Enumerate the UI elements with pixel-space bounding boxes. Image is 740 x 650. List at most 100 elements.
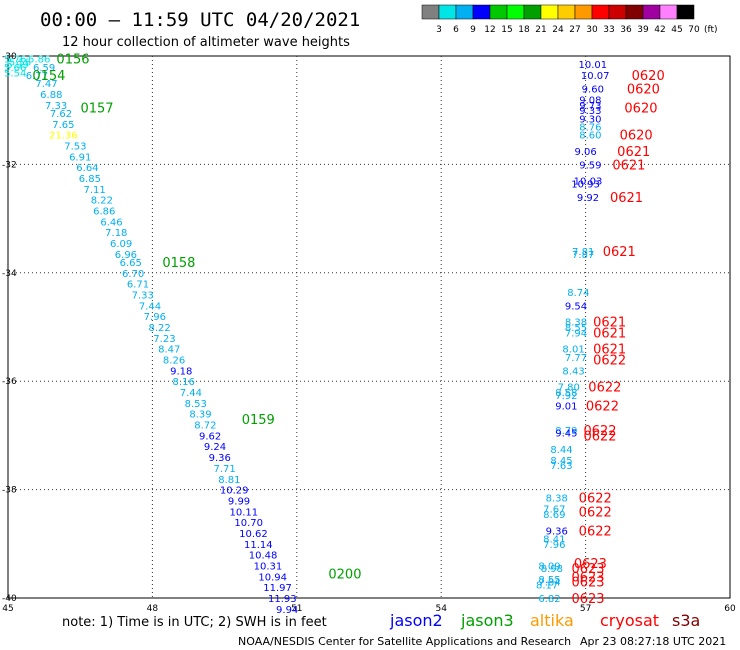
cryosat-point: 8.69 (543, 510, 565, 521)
cryosat-time-label: 0622 (583, 429, 616, 444)
cryosat-time-label: 0622 (583, 424, 616, 439)
cryosat-point: 9.73 (579, 101, 601, 112)
cryosat-time-label: 0621 (610, 191, 643, 206)
cryosat-time-label: 0623 (574, 557, 607, 572)
jason3-point: 10.29 (220, 486, 249, 497)
cryosat-point: 7.80 (558, 383, 580, 394)
satellite-legend-altika: altika (530, 611, 574, 630)
jason3-point: 6.65 (120, 258, 142, 269)
wave-height-points: 5.765.585.995.665.545.866.596.777.476.88… (4, 55, 609, 616)
jason3-point: 8.26 (163, 356, 185, 367)
cryosat-point: 8.09 (538, 561, 560, 572)
jason3-point: 7.44 (180, 388, 202, 399)
cryosat-point: 8.17 (536, 580, 558, 591)
colorbar-swatch (608, 4, 627, 20)
cryosat-point: 10.07 (581, 71, 610, 82)
jason3-point: 7.62 (50, 109, 72, 120)
cryosat-time-label: 0622 (593, 354, 626, 369)
cryosat-point: 7.87 (572, 250, 594, 261)
cryosat-point: 7.94 (565, 328, 587, 339)
jason3-point: 11.93 (268, 594, 297, 605)
jason3-point: 7.65 (52, 120, 74, 131)
jason3-point: 7.96 (144, 312, 166, 323)
cryosat-point: 7.92 (555, 391, 577, 402)
jason3-point: 8.81 (218, 475, 240, 486)
jason3-point: 11.14 (244, 540, 273, 551)
jason3-point: 8.72 (194, 421, 216, 432)
jason3-point: 21.36 (49, 131, 78, 142)
cryosat-time-label: 0621 (593, 343, 626, 358)
cryosat-point: 8.74 (567, 288, 589, 299)
colorbar-unit: (ft) (704, 25, 718, 35)
cryosat-point: 10.03 (574, 177, 603, 188)
colorbar-swatch (676, 4, 695, 20)
jason3-point: 7.53 (64, 141, 86, 152)
y-tick-labels: -30 -32 -34 -36 -38 -40 (2, 52, 17, 604)
jason3-time-label: 0200 (328, 568, 361, 583)
jason3-point: 10.62 (239, 529, 268, 540)
y-tick-label: -32 (2, 160, 17, 170)
colorbar-swatch (523, 4, 542, 20)
cryosat-time-label: 0621 (593, 326, 626, 341)
jason3-point: 8.22 (91, 196, 113, 207)
colorbar-tick-label: 18 (518, 25, 530, 35)
y-tick-label: -36 (2, 377, 17, 387)
cryosat-point: 8.38 (565, 318, 587, 329)
jason3-point: 5.54 (4, 68, 26, 79)
colorbar-swatch (659, 4, 678, 20)
jason3-point: 9.24 (204, 442, 226, 453)
y-tick-label: -34 (2, 269, 17, 279)
cryosat-point: 8.43 (562, 366, 584, 377)
cryosat-time-label: 0622 (588, 381, 621, 396)
grid-lines (8, 56, 730, 598)
jason3-point: 7.33 (45, 101, 67, 112)
colorbar-swatch (574, 4, 593, 20)
jason3-point: 10.31 (254, 561, 283, 572)
cryosat-point: 7.63 (550, 461, 572, 472)
jason3-point: 5.76 (4, 55, 26, 66)
cryosat-point: 7.96 (543, 540, 565, 551)
x-tick-label: 60 (724, 604, 736, 614)
footer-timestamp: Apr 23 08:27:18 UTC 2021 (580, 635, 726, 648)
colorbar-swatch (438, 4, 457, 20)
jason3-point: 10.94 (258, 572, 287, 583)
cryosat-time-label: 0621 (603, 245, 636, 260)
cryosat-point: 10.01 (578, 60, 607, 71)
cryosat-time-label: 0621 (617, 145, 650, 160)
colorbar-tick-label: 36 (620, 25, 632, 35)
jason3-point: 6.77 (26, 71, 48, 82)
jason3-point: 6.91 (69, 152, 91, 163)
colorbar-tick-label: 33 (603, 25, 614, 35)
jason3-point: 6.09 (110, 239, 132, 250)
cryosat-time-label: 0623 (571, 592, 604, 607)
jason3-point: 10.11 (230, 507, 259, 518)
cryosat-point: 9.08 (579, 95, 601, 106)
jason3-point: 5.99 (6, 60, 28, 71)
jason3-point: 8.16 (173, 377, 195, 388)
jason3-point: 9.99 (228, 496, 250, 507)
colorbar-tick-label: 42 (654, 25, 665, 35)
cryosat-time-label: 0621 (593, 316, 626, 331)
colorbar-swatch (489, 4, 508, 20)
jason3-time-label: 0158 (162, 256, 195, 271)
cryosat-point: 9.59 (579, 160, 601, 171)
x-tick-label: 57 (580, 604, 591, 614)
cryosat-point: 8.41 (543, 534, 565, 545)
jason3-point: 9.18 (170, 366, 192, 377)
cryosat-time-label: 0620 (627, 83, 660, 98)
cryosat-point: 9.54 (565, 301, 587, 312)
y-tick-label: -40 (2, 594, 17, 604)
colorbar-swatch (506, 4, 525, 20)
satellite-legend-jason2: jason2 (389, 611, 443, 630)
colorbar-swatch (455, 4, 474, 20)
chart-subtitle: 12 hour collection of altimeter wave hei… (62, 35, 350, 50)
jason3-point: 5.58 (9, 57, 31, 68)
cryosat-point: 8.55 (538, 575, 560, 586)
cryosat-time-label: 0620 (632, 69, 665, 84)
cryosat-point: 7.84 (538, 578, 560, 589)
color-legend: 3 6 9 12 15 18 21 24 27 30 33 36 39 42 45 70 (ft) (421, 4, 718, 35)
jason3-point: 9.62 (199, 431, 221, 442)
jason3-point: 6.64 (76, 163, 98, 174)
y-tick-label: -38 (2, 486, 17, 496)
